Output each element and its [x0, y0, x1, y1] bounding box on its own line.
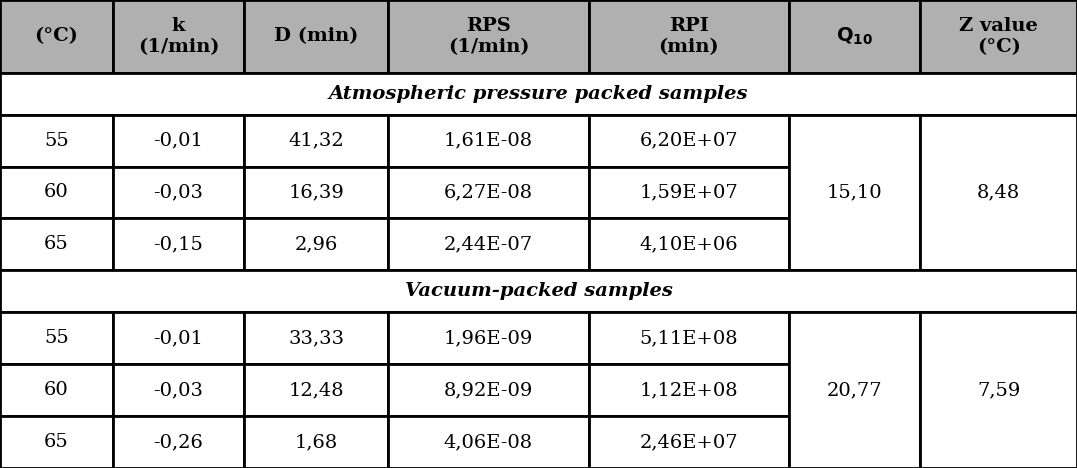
Text: 8,92E-09: 8,92E-09: [444, 381, 533, 399]
Text: (°C): (°C): [34, 27, 79, 45]
Text: 33,33: 33,33: [289, 329, 345, 347]
Bar: [921, 0, 1077, 73]
Text: Atmospheric pressure packed samples: Atmospheric pressure packed samples: [328, 85, 749, 102]
Text: 5,11E+08: 5,11E+08: [640, 329, 738, 347]
Bar: [589, 364, 789, 416]
Bar: [589, 167, 789, 219]
Bar: [589, 313, 789, 364]
Bar: [388, 364, 589, 416]
Bar: [388, 416, 589, 468]
Bar: [113, 364, 244, 416]
Bar: [0, 0, 113, 73]
Bar: [0, 416, 113, 468]
Bar: [921, 313, 1077, 468]
Text: 6,27E-08: 6,27E-08: [444, 183, 533, 201]
Text: RPS
(1/min): RPS (1/min): [448, 17, 529, 56]
Bar: [921, 115, 1077, 270]
Text: 16,39: 16,39: [289, 183, 345, 201]
Text: 2,96: 2,96: [294, 235, 338, 253]
Bar: [789, 313, 921, 468]
Text: -0,03: -0,03: [153, 381, 204, 399]
Bar: [388, 219, 589, 270]
Text: -0,03: -0,03: [153, 183, 204, 201]
Text: -0,15: -0,15: [154, 235, 204, 253]
Bar: [388, 167, 589, 219]
Bar: [113, 167, 244, 219]
Bar: [113, 219, 244, 270]
Bar: [0, 167, 113, 219]
Bar: [244, 219, 388, 270]
Text: 55: 55: [44, 132, 69, 150]
Text: 60: 60: [44, 381, 69, 399]
Bar: [113, 0, 244, 73]
Bar: [388, 115, 589, 167]
Bar: [113, 416, 244, 468]
Bar: [0, 115, 113, 167]
Bar: [244, 115, 388, 167]
Bar: [0, 219, 113, 270]
Bar: [0, 313, 113, 364]
Bar: [244, 416, 388, 468]
Bar: [589, 0, 789, 73]
Text: -0,26: -0,26: [154, 433, 204, 451]
Text: 1,96E-09: 1,96E-09: [444, 329, 533, 347]
Bar: [244, 313, 388, 364]
Bar: [244, 0, 388, 73]
Text: 1,61E-08: 1,61E-08: [444, 132, 533, 150]
Bar: [388, 0, 589, 73]
Bar: [789, 115, 921, 270]
Bar: [0, 364, 113, 416]
Text: 4,10E+06: 4,10E+06: [640, 235, 738, 253]
Text: Vacuum-packed samples: Vacuum-packed samples: [405, 282, 672, 300]
Text: 6,20E+07: 6,20E+07: [640, 132, 738, 150]
Text: 2,46E+07: 2,46E+07: [640, 433, 738, 451]
Bar: [589, 115, 789, 167]
Text: D (min): D (min): [274, 27, 359, 45]
Bar: [244, 167, 388, 219]
Text: 65: 65: [44, 235, 69, 253]
Bar: [589, 416, 789, 468]
Text: 65: 65: [44, 433, 69, 451]
Bar: [244, 364, 388, 416]
Text: Z value
(°C): Z value (°C): [960, 17, 1038, 56]
Text: 1,68: 1,68: [295, 433, 338, 451]
Text: 4,06E-08: 4,06E-08: [444, 433, 533, 451]
Bar: [0, 270, 1077, 313]
Bar: [789, 0, 921, 73]
Text: k
(1/min): k (1/min): [138, 17, 220, 56]
Text: 1,59E+07: 1,59E+07: [640, 183, 738, 201]
Text: 15,10: 15,10: [827, 183, 882, 201]
Text: 12,48: 12,48: [289, 381, 344, 399]
Text: RPI
(min): RPI (min): [658, 17, 719, 56]
Bar: [113, 115, 244, 167]
Bar: [0, 73, 1077, 115]
Text: 60: 60: [44, 183, 69, 201]
Text: 7,59: 7,59: [977, 381, 1020, 399]
Text: 2,44E-07: 2,44E-07: [444, 235, 533, 253]
Text: 55: 55: [44, 329, 69, 347]
Bar: [113, 313, 244, 364]
Bar: [589, 219, 789, 270]
Text: -0,01: -0,01: [154, 132, 204, 150]
Text: $\mathbf{Q_{10}}$: $\mathbf{Q_{10}}$: [836, 26, 873, 47]
Bar: [388, 313, 589, 364]
Text: -0,01: -0,01: [154, 329, 204, 347]
Text: 8,48: 8,48: [977, 183, 1020, 201]
Text: 1,12E+08: 1,12E+08: [640, 381, 738, 399]
Text: 20,77: 20,77: [827, 381, 882, 399]
Text: 41,32: 41,32: [289, 132, 344, 150]
